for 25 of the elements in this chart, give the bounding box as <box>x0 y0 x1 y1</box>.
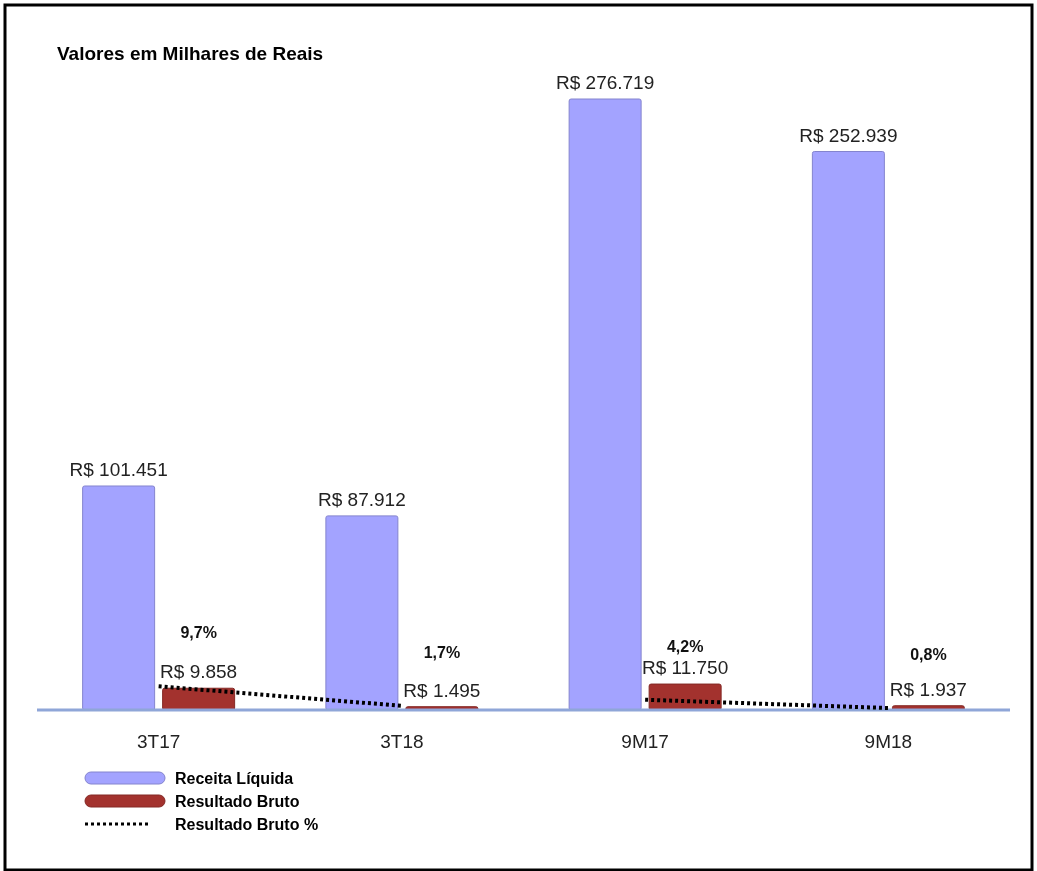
x-tick-label: 9M17 <box>621 731 669 752</box>
data-label: R$ 1.937 <box>889 678 967 700</box>
data-label: R$ 276.719 <box>556 72 655 93</box>
bar <box>82 485 156 711</box>
bar <box>325 515 399 711</box>
data-label: R$ 11.750 <box>641 657 729 679</box>
data-label: R$ 9.858 <box>160 661 238 683</box>
data-label: R$ 87.912 <box>318 488 406 510</box>
x-tick-label: 9M18 <box>864 731 913 752</box>
data-label: 1,7% <box>423 643 461 661</box>
data-label: 0,8% <box>910 646 947 664</box>
chart-title: Valores em Milhares de Reais <box>57 43 324 64</box>
legend-label: Receita Líquida <box>175 770 294 787</box>
legend-label: Resultado Bruto <box>175 793 300 810</box>
x-tick-label: 3T18 <box>380 731 424 752</box>
data-label: 4,2% <box>666 637 704 655</box>
x-tick-label: 3T17 <box>136 731 181 752</box>
data-label: R$ 252.939 <box>799 124 898 146</box>
legend-label: Resultado Bruto % <box>175 816 319 833</box>
bar <box>811 151 885 711</box>
data-label: 9,7% <box>180 624 217 642</box>
data-label: R$ 1.495 <box>403 679 481 701</box>
data-label: R$ 101.451 <box>69 458 168 480</box>
bar <box>648 683 722 711</box>
bar <box>568 98 642 711</box>
